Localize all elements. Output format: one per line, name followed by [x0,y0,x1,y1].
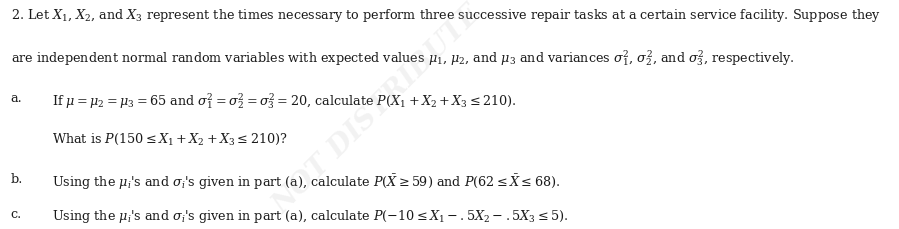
Text: If $\mu = \mu_2 = \mu_3 = 65$ and $\sigma_1^2 = \sigma_2^2 = \sigma_3^2 = 20$, c: If $\mu = \mu_2 = \mu_3 = 65$ and $\sigm… [52,92,517,111]
Text: a.: a. [11,92,22,105]
Text: 2. Let $X_1$, $X_2$, and $X_3$ represent the times necessary to perform three su: 2. Let $X_1$, $X_2$, and $X_3$ represent… [11,7,881,24]
Text: Using the $\mu_i$'s and $\sigma_i$'s given in part (a), calculate $P(-10 \leq X_: Using the $\mu_i$'s and $\sigma_i$'s giv… [52,208,568,225]
Text: b.: b. [11,173,23,186]
Text: are independent normal random variables with expected values $\mu_1$, $\mu_2$, a: are independent normal random variables … [11,48,795,68]
Text: c.: c. [11,208,22,221]
Text: Using the $\mu_i$'s and $\sigma_i$'s given in part (a), calculate $P(\bar{X} \ge: Using the $\mu_i$'s and $\sigma_i$'s giv… [52,173,560,192]
Text: NOT DISTRIBUTE: NOT DISTRIBUTE [268,0,487,220]
Text: What is $P(150 \leq X_1 + X_2 + X_3 \leq 210)$?: What is $P(150 \leq X_1 + X_2 + X_3 \leq… [52,132,288,147]
